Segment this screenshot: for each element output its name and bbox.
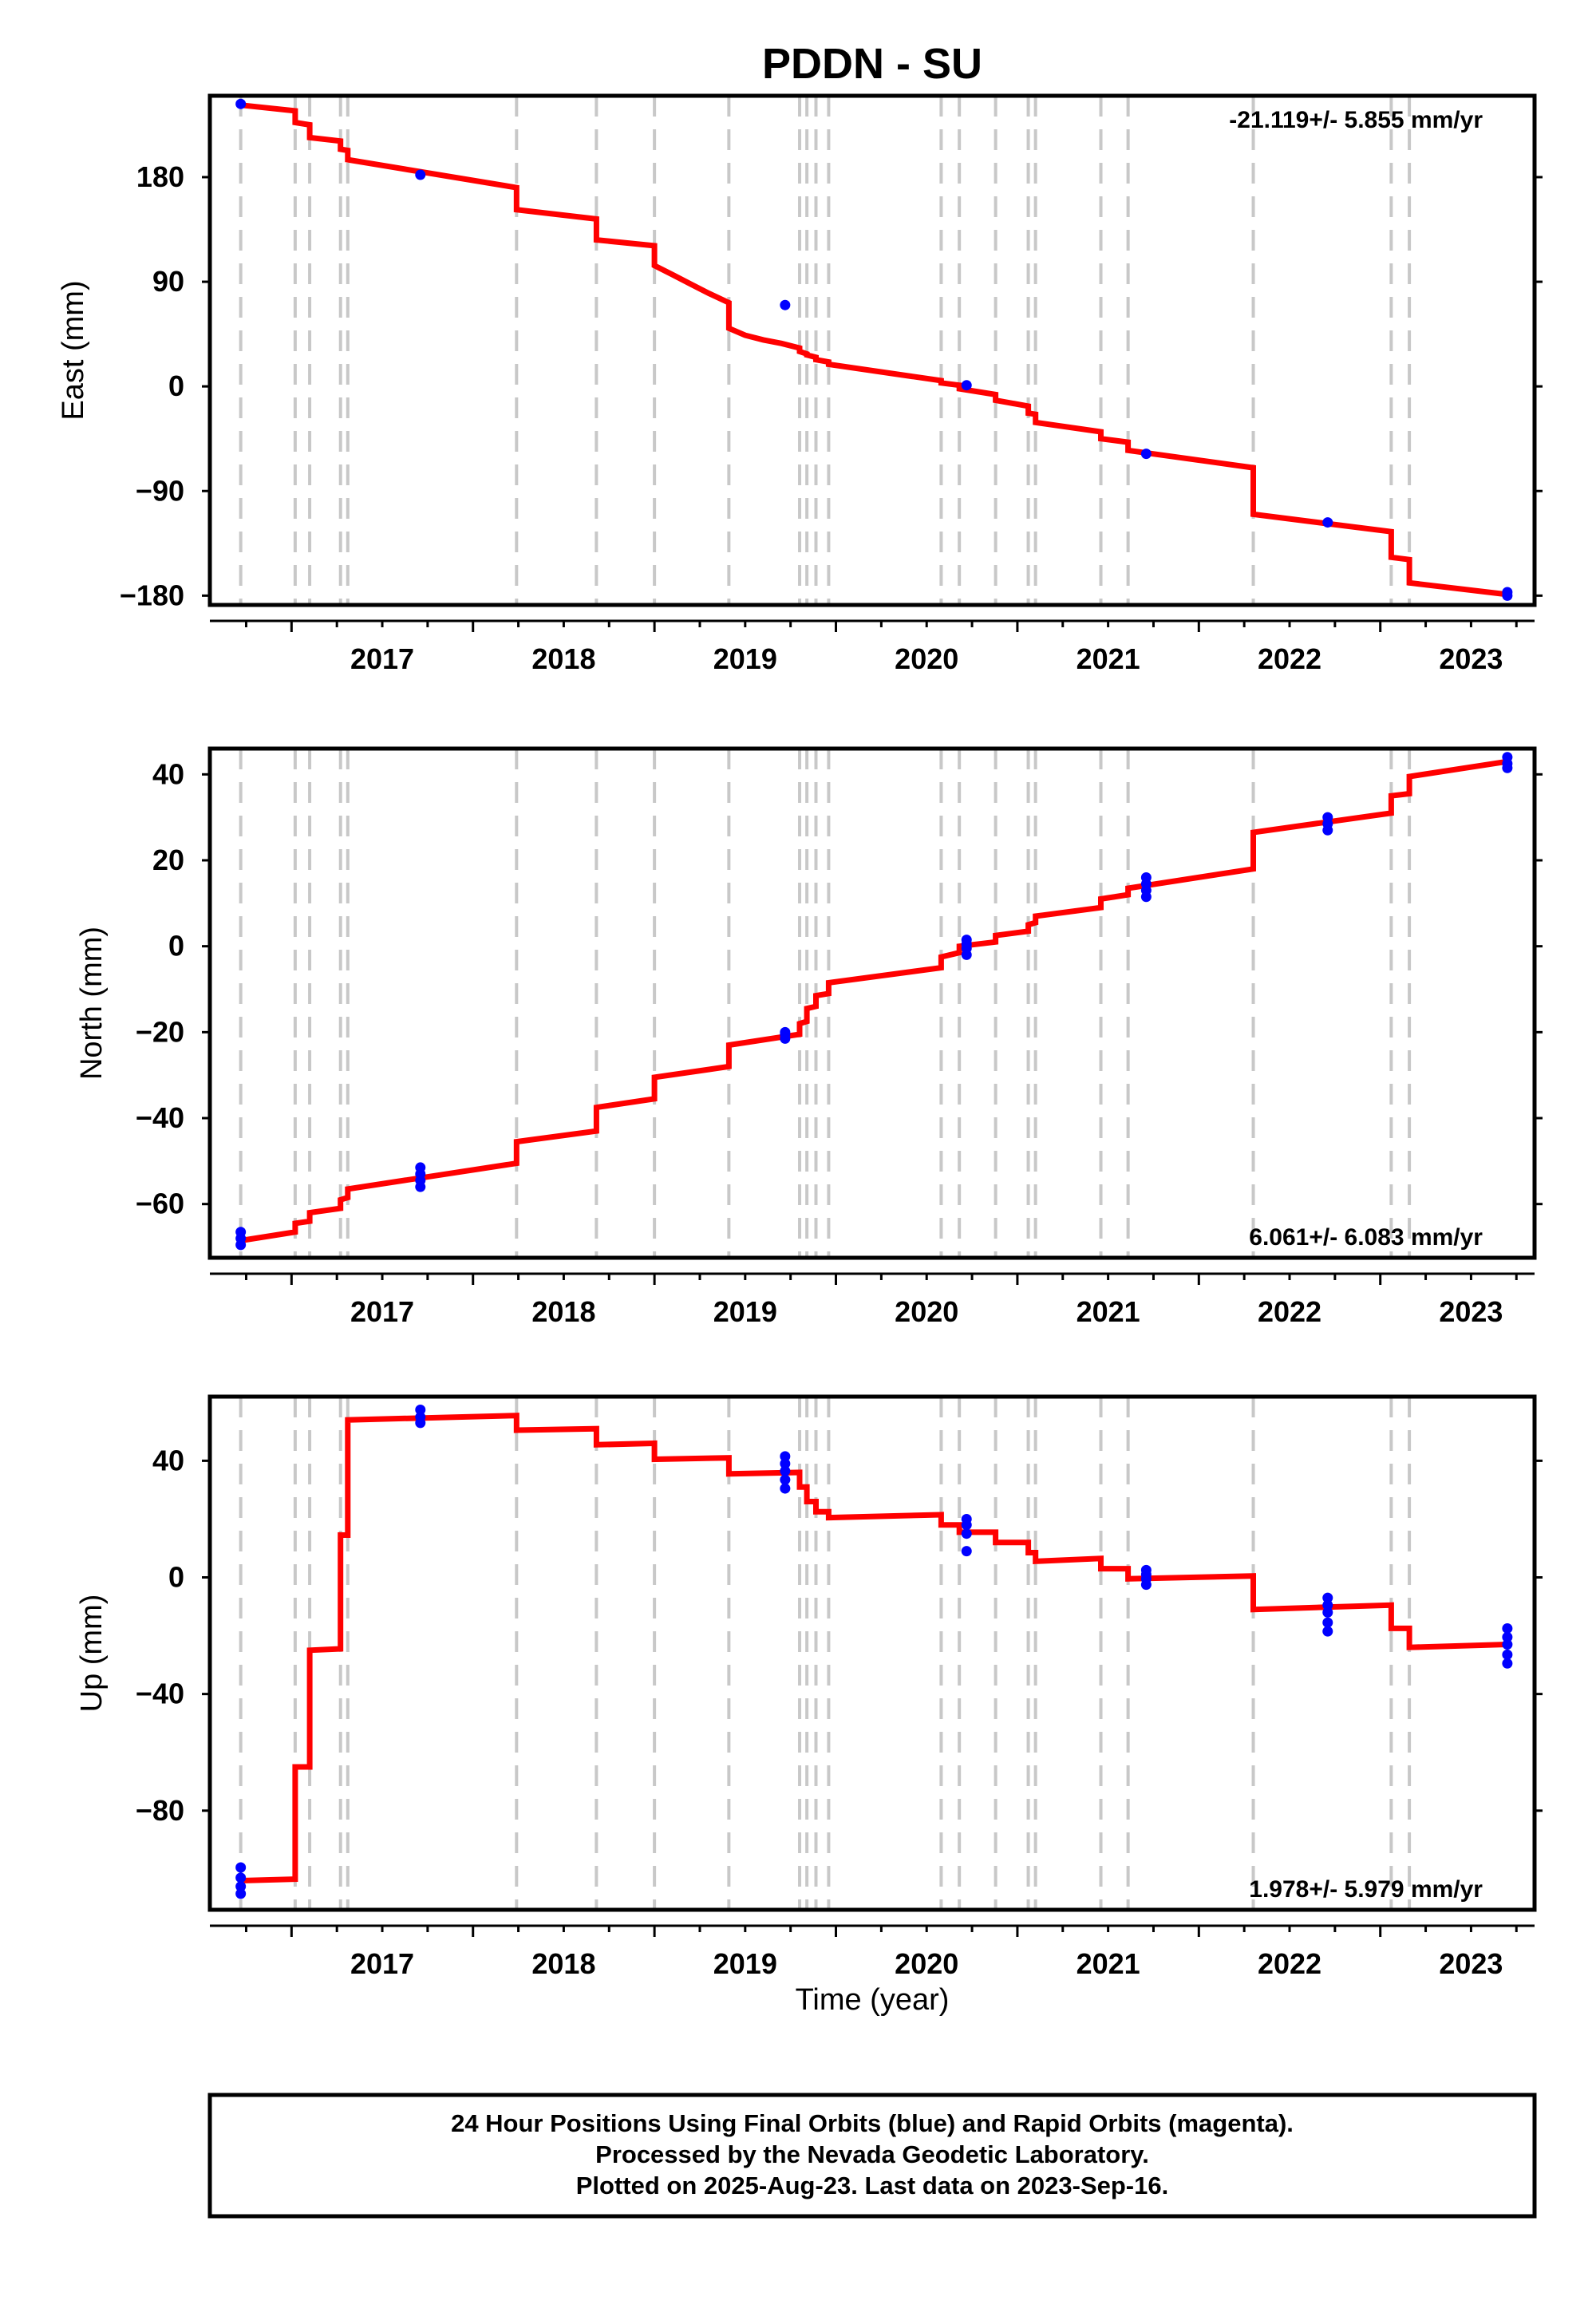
up-data-point [235,1888,247,1899]
footer-box: 24 Hour Positions Using Final Orbits (bl… [207,2093,1537,2219]
east-y-tick-label: 90 [152,265,184,298]
east-y-axis-label: East (mm) [57,280,90,420]
east-data-point [961,380,972,391]
up-data-point [235,1881,247,1892]
up-data-point [1502,1631,1513,1642]
east-x-tick-label: 2017 [350,642,414,675]
north-data-point [235,1239,247,1251]
east-y-tick-label: −90 [136,474,184,507]
north-y-tick-label: −20 [136,1015,184,1048]
up-x-tick-label: 2021 [1077,1947,1140,1980]
up-data-point [1502,1639,1513,1650]
east-panel: 180 90 0 −90 −180 2017 2018 2019 2020 2021 2022 202… [57,93,1543,675]
up-x-tick-label: 2018 [531,1947,595,1980]
east-x-tick-label: 2022 [1258,642,1321,675]
up-data-point [1502,1622,1513,1634]
up-y-tick-label: −80 [136,1794,184,1827]
up-y-tick-label: −40 [136,1678,184,1710]
north-data-point [1502,762,1513,773]
up-y-tick-label: 0 [168,1561,184,1594]
north-plot-frame [207,746,1537,1260]
north-data-point [1140,891,1152,903]
east-data-point [235,98,247,109]
east-x-tick-label: 2018 [531,642,595,675]
north-data-point [780,1033,791,1044]
north-x-tick-label: 2019 [713,1295,777,1328]
up-data-point [780,1451,791,1462]
footer-frame [207,2093,1537,2219]
x-axis-label: Time (year) [796,1983,950,2017]
up-data-point [780,1474,791,1485]
north-data-point [415,1181,426,1192]
north-x-tick-label: 2020 [895,1295,958,1328]
east-data-point [415,169,426,180]
east-plot-frame [207,93,1537,607]
north-y-tick-label: 20 [152,844,184,876]
footer-line-3: Plotted on 2025-Aug-23. Last data on 202… [576,2172,1168,2199]
up-data-point [235,1872,247,1883]
north-y-axis-label: North (mm) [75,927,109,1080]
east-x-tick-label: 2020 [895,642,958,675]
north-panel: 40 20 0 −20 −40 −60 2017 2018 2019 2020 2021 2022 20… [75,746,1543,1328]
north-rate-label: 6.061+/- 6.083 mm/yr [1249,1224,1483,1251]
up-data-point [961,1546,972,1557]
up-x-tick-label: 2023 [1439,1947,1503,1980]
up-model-line [240,1413,1508,1883]
up-data-point [1322,1607,1333,1618]
north-y-tick-label: 0 [168,930,184,962]
up-x-tick-label: 2017 [350,1947,414,1980]
up-data-point [1322,1626,1333,1637]
east-x-tick-label: 2021 [1077,642,1140,675]
north-x-tick-label: 2023 [1439,1295,1503,1328]
east-y-tick-label: 0 [168,370,184,402]
up-data-point [780,1465,791,1476]
up-data-point [961,1520,972,1531]
north-model-line [240,758,1508,1243]
up-y-axis-label: Up (mm) [75,1595,109,1713]
up-data-point [235,1862,247,1873]
footer-line-1: 24 Hour Positions Using Final Orbits (bl… [451,2109,1294,2137]
east-data-point [1502,590,1513,601]
up-x-tick-label: 2020 [895,1947,958,1980]
north-x-tick-label: 2022 [1258,1295,1321,1328]
up-data-point [780,1483,791,1494]
north-x-tick-label: 2018 [531,1295,595,1328]
up-plot-frame [207,1394,1537,1912]
east-data-point [1322,517,1333,528]
east-x-tick-label: 2019 [713,642,777,675]
footer-line-2: Processed by the Nevada Geodetic Laborat… [595,2140,1149,2168]
north-y-tick-label: −60 [136,1188,184,1220]
up-panel: 40 0 −40 −80 2017 2018 2019 2020 2021 2022 2023 Up … [75,1394,1543,1980]
up-data-point [415,1404,426,1415]
up-data-point [415,1417,426,1429]
up-data-point [1322,1599,1333,1611]
north-y-tick-label: −40 [136,1101,184,1134]
east-y-tick-label: −180 [120,579,184,611]
north-x-tick-label: 2017 [350,1295,414,1328]
east-y-tick-label: 180 [136,160,184,193]
up-x-tick-label: 2022 [1258,1947,1321,1980]
up-data-point [780,1458,791,1469]
up-y-tick-label: 40 [152,1444,184,1476]
north-y-tick-label: 40 [152,757,184,790]
up-data-point [1322,1617,1333,1628]
east-data-point [1140,449,1152,460]
up-data-point [1322,1592,1333,1603]
up-data-point [1502,1649,1513,1660]
up-rate-label: 1.978+/- 5.979 mm/yr [1249,1876,1483,1903]
north-x-tick-label: 2021 [1077,1295,1140,1328]
east-rate-label: -21.119+/- 5.855 mm/yr [1229,107,1483,133]
up-data-point [961,1528,972,1539]
up-data-point [1502,1658,1513,1669]
north-data-point [1322,824,1333,836]
up-x-tick-label: 2019 [713,1947,777,1980]
east-model-line [240,102,1508,598]
east-data-point [780,299,791,310]
north-data-point [961,949,972,960]
chart-title: PDDN - SU [762,40,982,88]
east-x-tick-label: 2023 [1439,642,1503,675]
up-data-point [1140,1579,1152,1591]
